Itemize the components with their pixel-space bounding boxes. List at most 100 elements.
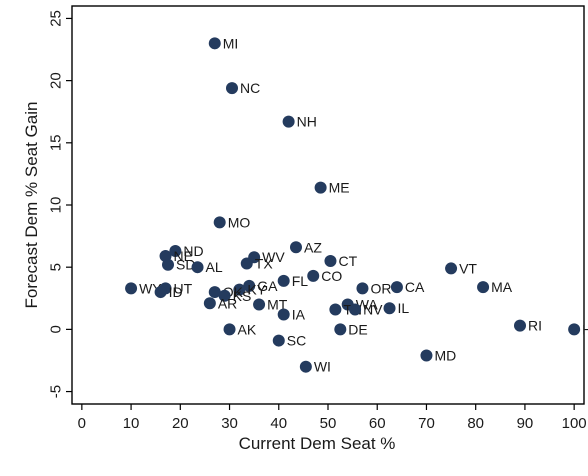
data-point-ks: KS bbox=[218, 288, 252, 304]
y-tick-label: 20 bbox=[48, 72, 65, 89]
x-tick-label: 40 bbox=[270, 415, 287, 432]
point-label: MT bbox=[267, 297, 288, 313]
point-label: ND bbox=[183, 243, 203, 259]
point-label: MO bbox=[228, 214, 251, 230]
data-point-md: MD bbox=[420, 347, 456, 363]
y-tick-label: 10 bbox=[48, 197, 65, 214]
x-tick-label: 70 bbox=[418, 415, 435, 432]
point-label: VT bbox=[459, 260, 477, 276]
point-marker bbox=[208, 286, 221, 299]
data-point-ca: CA bbox=[390, 279, 425, 295]
x-tick-label: 50 bbox=[320, 415, 337, 432]
x-tick-label: 30 bbox=[221, 415, 238, 432]
data-point-vt: VT bbox=[445, 260, 477, 276]
point-label: CT bbox=[338, 253, 357, 269]
point-marker bbox=[334, 323, 347, 336]
point-label: KS bbox=[233, 288, 252, 304]
point-marker bbox=[233, 283, 246, 296]
x-tick-label: 60 bbox=[369, 415, 386, 432]
point-marker bbox=[223, 323, 236, 336]
point-marker bbox=[307, 269, 320, 282]
y-axis-title: Forecast Dem % Seat Gain bbox=[22, 102, 41, 309]
data-point-mo: MO bbox=[213, 214, 251, 230]
point-label: IL bbox=[398, 300, 410, 316]
x-tick-label: 80 bbox=[467, 415, 484, 432]
point-label: CO bbox=[321, 268, 342, 284]
point-marker bbox=[191, 261, 204, 274]
data-point-az: AZ bbox=[290, 239, 322, 255]
x-axis: 0 10 20 30 40 50 60 70 80 90 100 bbox=[78, 404, 587, 432]
data-point-ri: RI bbox=[514, 318, 542, 334]
point-marker bbox=[349, 303, 362, 316]
point-marker bbox=[240, 257, 253, 270]
point-label: ME bbox=[329, 180, 350, 196]
data-point-mi: MI bbox=[208, 35, 239, 51]
data-point-nc: NC bbox=[226, 80, 260, 96]
x-tick-label: 20 bbox=[172, 415, 189, 432]
point-marker bbox=[243, 279, 256, 292]
data-point-al: AL bbox=[191, 259, 223, 275]
data-point-de: DE bbox=[334, 321, 368, 337]
y-tick-label: 0 bbox=[48, 325, 65, 333]
point-label: MA bbox=[491, 279, 513, 295]
point-marker bbox=[272, 334, 285, 347]
point-label: WI bbox=[314, 359, 331, 375]
data-point-tx: TX bbox=[240, 255, 274, 271]
point-marker bbox=[568, 323, 581, 336]
point-marker bbox=[420, 349, 433, 362]
point-label: IA bbox=[292, 306, 306, 322]
point-label: WA bbox=[356, 297, 379, 313]
point-label: RI bbox=[528, 318, 542, 334]
point-marker bbox=[154, 286, 167, 299]
data-point-nh: NH bbox=[282, 114, 317, 130]
point-marker bbox=[324, 254, 337, 267]
data-point-ga: GA bbox=[243, 278, 278, 294]
point-marker bbox=[514, 319, 526, 332]
data-point-me: ME bbox=[314, 180, 350, 196]
point-marker bbox=[477, 281, 490, 294]
point-marker bbox=[383, 302, 396, 315]
data-point-wi: WI bbox=[299, 359, 331, 375]
data-point-sd: SD bbox=[162, 257, 195, 273]
point-label: ID bbox=[169, 284, 183, 300]
point-label: WV bbox=[262, 249, 285, 265]
point-marker bbox=[314, 181, 327, 194]
point-label: UT bbox=[174, 280, 193, 296]
point-marker bbox=[169, 245, 182, 258]
y-tick-label: 5 bbox=[48, 263, 65, 271]
point-label: NE bbox=[174, 248, 193, 264]
data-point-ar: AR bbox=[203, 295, 237, 311]
x-tick-label: 90 bbox=[517, 415, 534, 432]
data-point-nd: ND bbox=[169, 243, 204, 259]
point-marker bbox=[299, 360, 312, 373]
point-marker bbox=[162, 258, 174, 271]
point-label: AL bbox=[206, 259, 223, 275]
point-marker bbox=[356, 282, 369, 295]
point-marker bbox=[290, 241, 302, 254]
data-point-co: CO bbox=[307, 268, 342, 284]
point-marker bbox=[277, 308, 290, 321]
x-axis-title: Current Dem Seat % bbox=[239, 434, 396, 453]
point-label: MI bbox=[223, 35, 239, 51]
point-label: AZ bbox=[304, 239, 322, 255]
point-label: TX bbox=[255, 255, 274, 271]
point-marker bbox=[226, 82, 238, 95]
y-tick-label: 25 bbox=[48, 10, 65, 27]
point-marker bbox=[329, 303, 342, 316]
data-point-mt: MT bbox=[253, 297, 288, 313]
point-marker bbox=[218, 289, 231, 302]
data-point-ia: IA bbox=[277, 306, 306, 322]
point-label: SC bbox=[287, 333, 306, 349]
point-label: AK bbox=[238, 321, 257, 337]
data-point-ma: MA bbox=[477, 279, 513, 295]
point-label: FL bbox=[292, 273, 309, 289]
data-point-il: IL bbox=[383, 300, 410, 316]
y-tick-label: -5 bbox=[48, 385, 65, 398]
point-label: KY bbox=[247, 282, 266, 298]
point-marker bbox=[213, 216, 226, 229]
point-label: SD bbox=[176, 257, 195, 273]
data-point-ak: AK bbox=[223, 321, 257, 337]
point-marker bbox=[203, 297, 216, 310]
